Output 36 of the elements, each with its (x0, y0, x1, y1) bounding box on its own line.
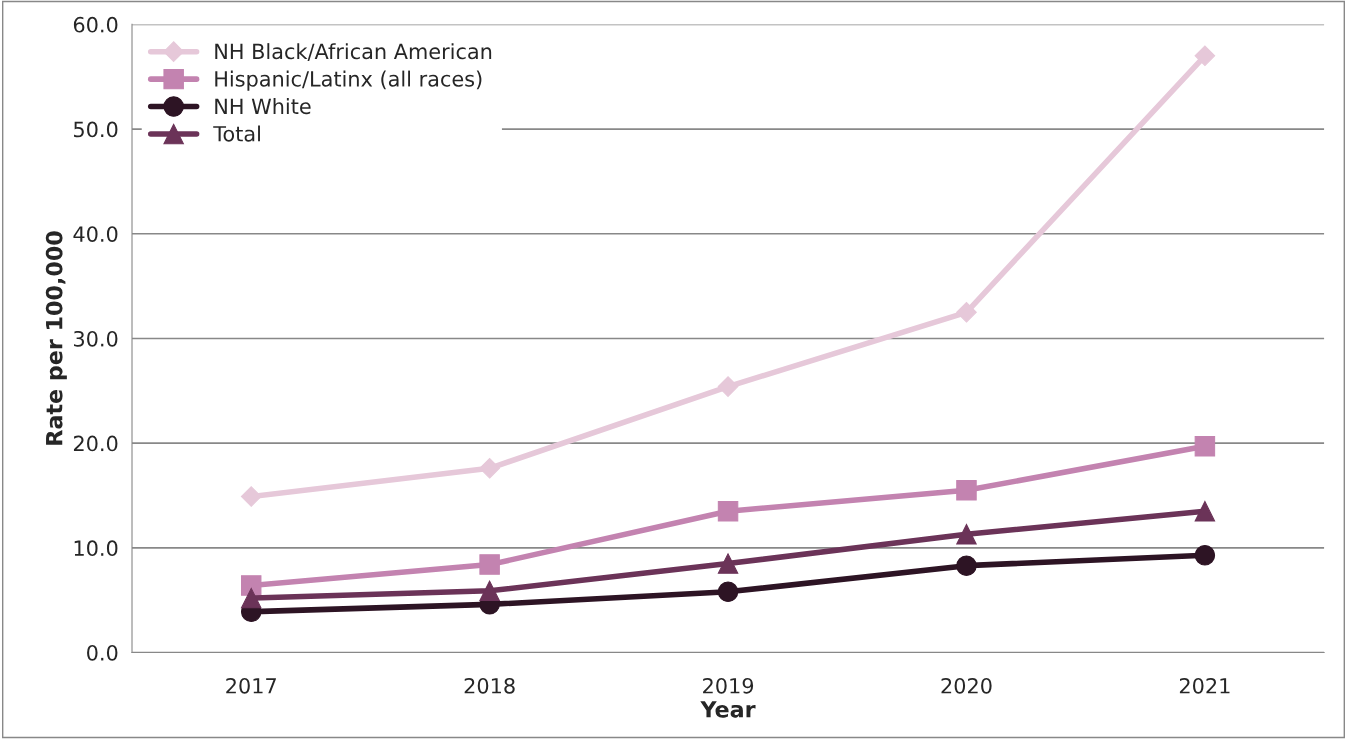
point (240, 486, 262, 507)
point (956, 555, 977, 576)
y-tick-label: 30.0 (74, 330, 118, 347)
y-tick-label: 0.0 (87, 644, 118, 661)
y-tick-label: 40.0 (73, 226, 118, 242)
y-tick-label: 10.0 (74, 540, 118, 557)
x-tick-label: 2019 (703, 677, 754, 694)
y-tick-label: 60.0 (73, 16, 118, 33)
point (240, 587, 262, 609)
x-axis-title: Year (700, 701, 756, 718)
x-tick-label: 2017 (226, 677, 276, 694)
point (717, 581, 739, 603)
point (717, 500, 739, 522)
point (479, 457, 500, 479)
point (717, 376, 739, 397)
point (1194, 436, 1216, 457)
point (956, 301, 977, 323)
x-tick-label: 2021 (1179, 677, 1230, 694)
y-axis-title: Rate per 100,000 (45, 231, 67, 445)
x-tick-label: 2020 (941, 677, 992, 694)
y-tick-label: 20.0 (73, 435, 118, 452)
point (1194, 500, 1216, 522)
point (1194, 544, 1216, 566)
legend-label: Hispanic/Latinx (all races) (215, 70, 482, 91)
legend-label: NH White (215, 98, 311, 115)
point (956, 523, 977, 545)
point (1194, 45, 1216, 67)
point (956, 480, 977, 501)
x-tick-label: 2018 (464, 677, 515, 694)
point (717, 553, 739, 574)
legend-label: NH Black/African American (215, 43, 492, 61)
point (479, 580, 500, 602)
y-tick-label: 50.0 (74, 121, 118, 138)
point (479, 554, 500, 575)
legend-label: Total (213, 125, 260, 142)
point (240, 575, 262, 596)
